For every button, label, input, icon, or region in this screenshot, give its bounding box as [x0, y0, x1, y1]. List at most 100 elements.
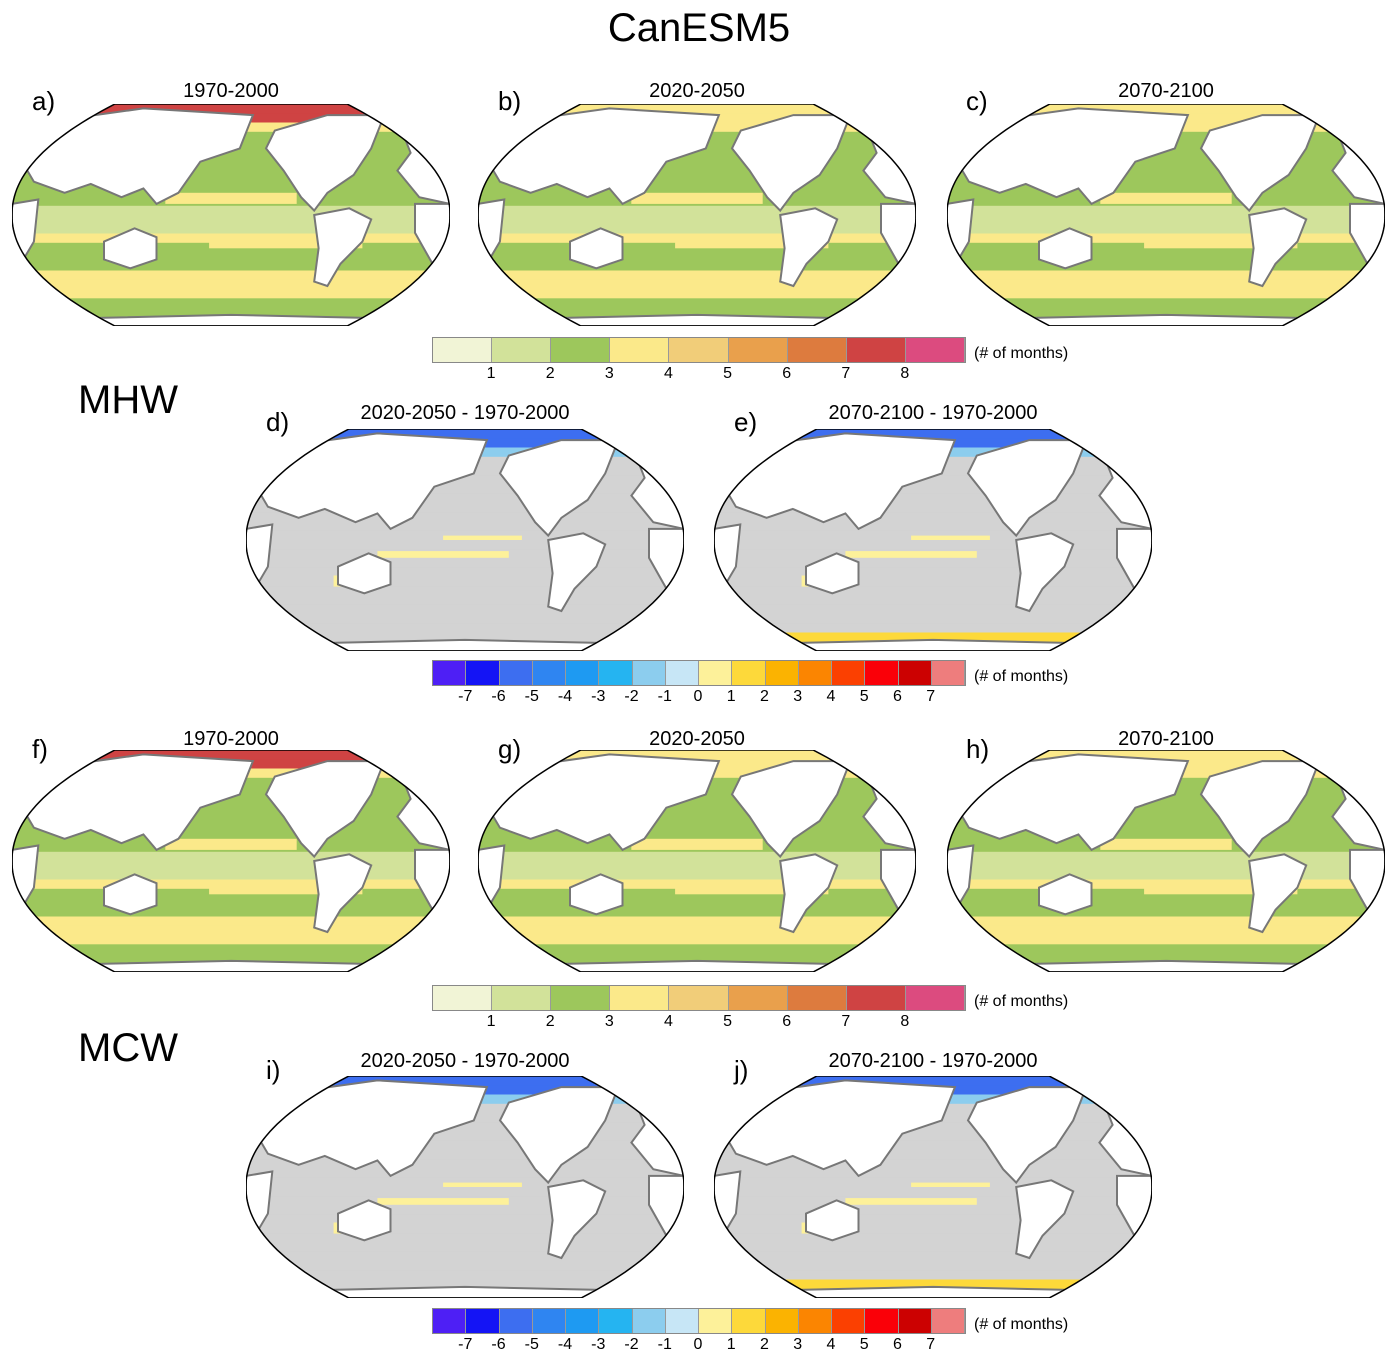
continent-antarctica — [734, 1285, 1132, 1298]
ocean-band — [478, 944, 916, 955]
ocean-band — [246, 1122, 684, 1133]
ocean-band — [478, 168, 916, 179]
ocean-band — [714, 1214, 1152, 1225]
ocean-band — [478, 187, 916, 198]
continent-asia — [721, 1079, 957, 1178]
anomaly-streak — [631, 192, 763, 204]
ocean-band — [246, 1242, 684, 1253]
colorbar-swatch — [931, 1309, 965, 1333]
continent-antarctica — [266, 1285, 664, 1298]
ocean-band — [246, 1159, 684, 1170]
anomaly-streak — [209, 883, 363, 895]
ocean-band — [12, 750, 450, 760]
continent-antarctica — [32, 959, 430, 972]
colorbar-tick-label: 3 — [604, 365, 614, 382]
map-outline — [947, 104, 1385, 326]
ocean-band — [12, 953, 450, 964]
map-outline — [478, 104, 916, 326]
ocean-band — [12, 298, 450, 309]
continent-asia — [253, 1079, 489, 1178]
ocean-band — [947, 205, 1385, 216]
ocean-band — [12, 796, 450, 807]
ocean-band — [947, 187, 1385, 198]
ocean-band — [947, 824, 1385, 834]
colorbar-swatch — [610, 338, 670, 362]
panel-title: 1970-2000 — [183, 80, 279, 102]
colorbar-swatch — [905, 986, 965, 1010]
continent-asia — [721, 432, 957, 531]
continent-namerica — [498, 439, 620, 538]
panel-letter: h) — [966, 734, 990, 764]
ocean-band — [947, 252, 1385, 262]
colorbar-tick-label: 0 — [693, 1336, 703, 1353]
continent-samerica — [547, 532, 607, 613]
colorbar-swatch — [433, 661, 467, 685]
anomaly-streak — [209, 237, 363, 249]
anomaly-streak — [521, 281, 741, 291]
colorbar-swatch — [551, 338, 611, 362]
ocean-band — [246, 1233, 684, 1244]
colorbar-tick-label: 6 — [893, 688, 902, 705]
continent-australia — [103, 873, 158, 916]
map-f — [12, 750, 450, 972]
continent-namerica — [264, 760, 386, 859]
colorbar-swatch — [599, 661, 633, 685]
section-label-mcw: MCW — [78, 1026, 178, 1070]
ocean-band — [246, 1205, 684, 1216]
colorbar-swatch — [699, 1309, 733, 1333]
ocean-band — [12, 187, 450, 198]
colorbar-tick-label: -3 — [591, 1336, 606, 1353]
ocean-band — [12, 205, 450, 216]
colorbar-swatch — [787, 338, 847, 362]
panel-title: 2020-2050 - 1970-2000 — [360, 402, 570, 424]
map-c — [947, 104, 1385, 326]
ocean-band — [246, 1214, 684, 1225]
ocean-band — [12, 944, 450, 955]
anomaly-streak — [990, 281, 1210, 291]
ocean-band — [947, 814, 1385, 825]
continent-antarctica — [967, 959, 1365, 972]
ocean-band — [714, 503, 1152, 513]
colorbar-tick-label: 3 — [793, 688, 803, 705]
colorbar-tick-label: -2 — [624, 1336, 639, 1353]
colorbar-tick-label: 0 — [693, 688, 703, 705]
colorbar-swatch — [832, 1309, 866, 1333]
ocean-band — [714, 1159, 1152, 1170]
colorbar-tick-label: 6 — [893, 1336, 902, 1353]
colorbar-swatch — [632, 1309, 666, 1333]
ocean-band — [714, 614, 1152, 624]
colorbar-swatch — [732, 661, 766, 685]
ocean-band — [246, 484, 684, 495]
ocean-band — [246, 521, 684, 532]
continent-antarctica — [498, 313, 896, 326]
colorbar-swatch — [665, 1309, 699, 1333]
ocean-band — [246, 1279, 684, 1290]
colorbar-swatch — [466, 661, 500, 685]
ocean-band — [246, 512, 684, 523]
ocean-band — [714, 1076, 1152, 1086]
ocean-band — [478, 178, 916, 188]
ocean-band — [947, 178, 1385, 188]
ocean-band — [12, 168, 450, 179]
ocean-band — [947, 168, 1385, 179]
colorbar-tick-label: 6 — [782, 1013, 792, 1030]
ocean-band — [947, 861, 1385, 871]
colorbar-unit: (# of months) — [974, 1316, 1069, 1333]
ocean-band — [246, 1224, 684, 1234]
anomaly-streak — [631, 838, 763, 850]
ocean-band — [478, 851, 916, 862]
ocean-band — [246, 1270, 684, 1281]
anomaly-streak — [443, 1182, 522, 1187]
ocean-band — [714, 1242, 1152, 1253]
anomaly-streak — [377, 1198, 509, 1205]
ocean-band — [714, 567, 1152, 578]
ocean-band — [714, 1168, 1152, 1179]
anomaly-streak — [1144, 883, 1298, 895]
ocean-band — [246, 1261, 684, 1271]
colorbar-swatch — [669, 338, 729, 362]
colorbar-tick-label: 3 — [793, 1336, 803, 1353]
ocean-band — [12, 289, 450, 299]
ocean-band — [478, 307, 916, 318]
ocean-band — [246, 614, 684, 624]
ocean-band — [478, 298, 916, 309]
